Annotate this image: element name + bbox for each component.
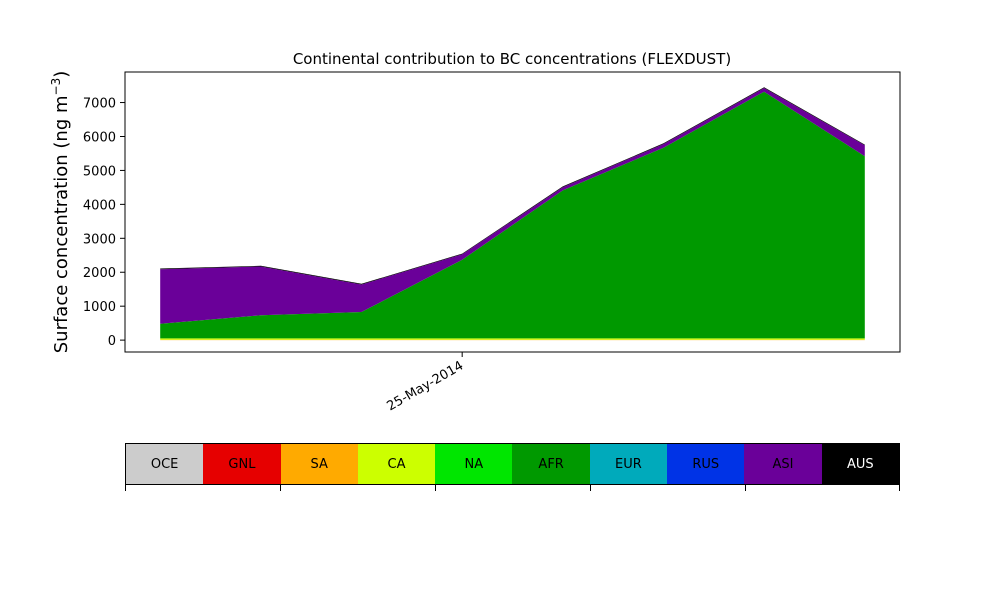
y-axis-label-main: Surface concentration (ng m xyxy=(51,95,72,353)
y-tick-label: 4000 xyxy=(83,198,116,213)
legend-item-asi: ASI xyxy=(744,444,822,484)
colorbar-tick-mark xyxy=(745,485,746,491)
colorbar-legend: OCE GNL SA CA NA AFR EUR RUS ASI AUS xyxy=(125,443,900,485)
colorbar-tick-mark xyxy=(125,485,126,491)
colorbar-tick-mark xyxy=(280,485,281,491)
legend-item-oce: OCE xyxy=(126,444,204,484)
colorbar-ticks xyxy=(125,485,900,493)
y-tick-label: 0 xyxy=(108,334,116,349)
y-tick-label: 2000 xyxy=(83,266,116,281)
colorbar-tick-mark xyxy=(590,485,591,491)
plot-frame xyxy=(124,71,901,353)
y-axis-label-sup: −3 xyxy=(49,78,63,96)
y-tick-label: 7000 xyxy=(83,97,116,112)
legend-item-afr: AFR xyxy=(512,444,590,484)
colorbar-tick-mark xyxy=(899,485,900,491)
y-axis-label-tail: ) xyxy=(51,71,72,78)
y-axis-ticks: 0 1000 2000 3000 4000 5000 6000 7000 xyxy=(83,97,125,349)
y-axis-label: Surface concentration (ng m−3) xyxy=(49,71,72,354)
chart-title: Continental contribution to BC concentra… xyxy=(293,50,731,68)
x-axis-ticks: 25-May-2014 xyxy=(384,352,466,414)
x-tick-label: 25-May-2014 xyxy=(384,358,466,414)
y-tick-label: 6000 xyxy=(83,130,116,145)
y-tick-label: 3000 xyxy=(83,232,116,247)
legend-item-gnl: GNL xyxy=(203,444,281,484)
legend-item-na: NA xyxy=(435,444,513,484)
series-area-ca xyxy=(160,338,865,340)
y-tick-label: 1000 xyxy=(83,300,116,315)
legend-item-eur: EUR xyxy=(589,444,668,484)
legend-item-aus: AUS xyxy=(821,444,899,484)
legend-item-sa: SA xyxy=(280,444,358,484)
area-layers xyxy=(160,87,865,341)
series-area-asi xyxy=(160,88,865,324)
series-area-afr xyxy=(160,91,865,339)
y-tick-label: 5000 xyxy=(83,164,116,179)
legend-item-rus: RUS xyxy=(667,444,745,484)
colorbar-tick-mark xyxy=(435,485,436,491)
legend-item-ca: CA xyxy=(357,444,436,484)
